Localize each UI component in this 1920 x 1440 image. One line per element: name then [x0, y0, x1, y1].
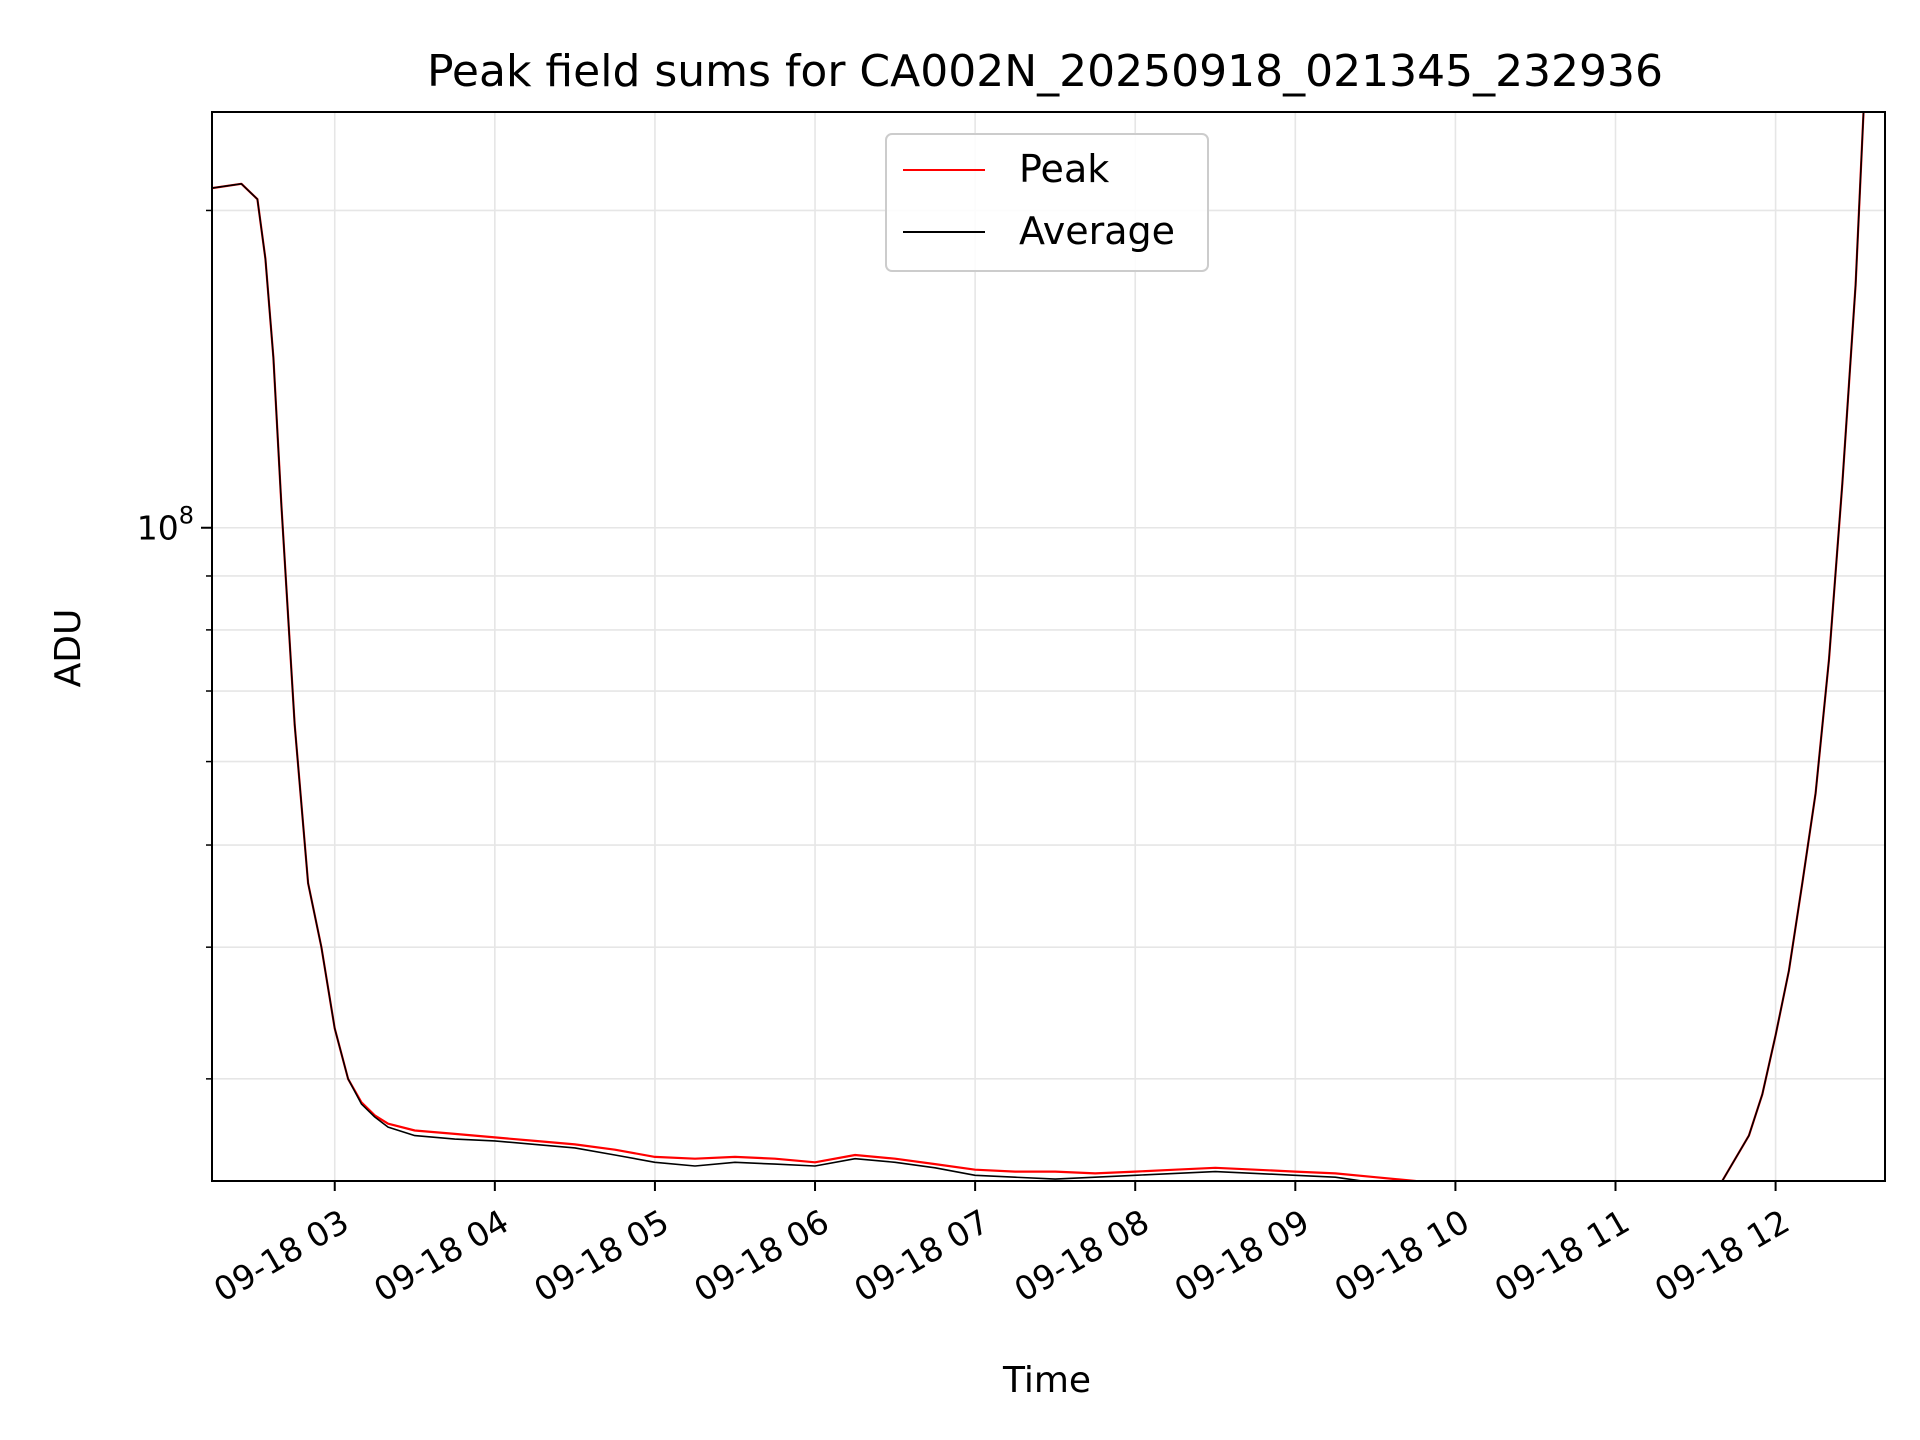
y-axis: 108 [137, 209, 212, 1080]
legend-box [885, 133, 1209, 272]
series-line-average [212, 112, 1865, 1181]
legend: Peak Average [885, 133, 1209, 272]
y-tick-label-0: 108 [137, 502, 194, 548]
series-layer [212, 112, 1865, 1181]
chart-title: Peak field sums for CA002N_20250918_0213… [427, 46, 1663, 97]
y-axis-label: ADU [48, 609, 89, 688]
legend-label-peak: Peak [1019, 147, 1109, 191]
legend-label-average: Average [1019, 209, 1175, 253]
plot-frame [211, 111, 1886, 1182]
grid [212, 112, 1885, 1181]
x-axis-label: Time [1002, 1360, 1091, 1401]
